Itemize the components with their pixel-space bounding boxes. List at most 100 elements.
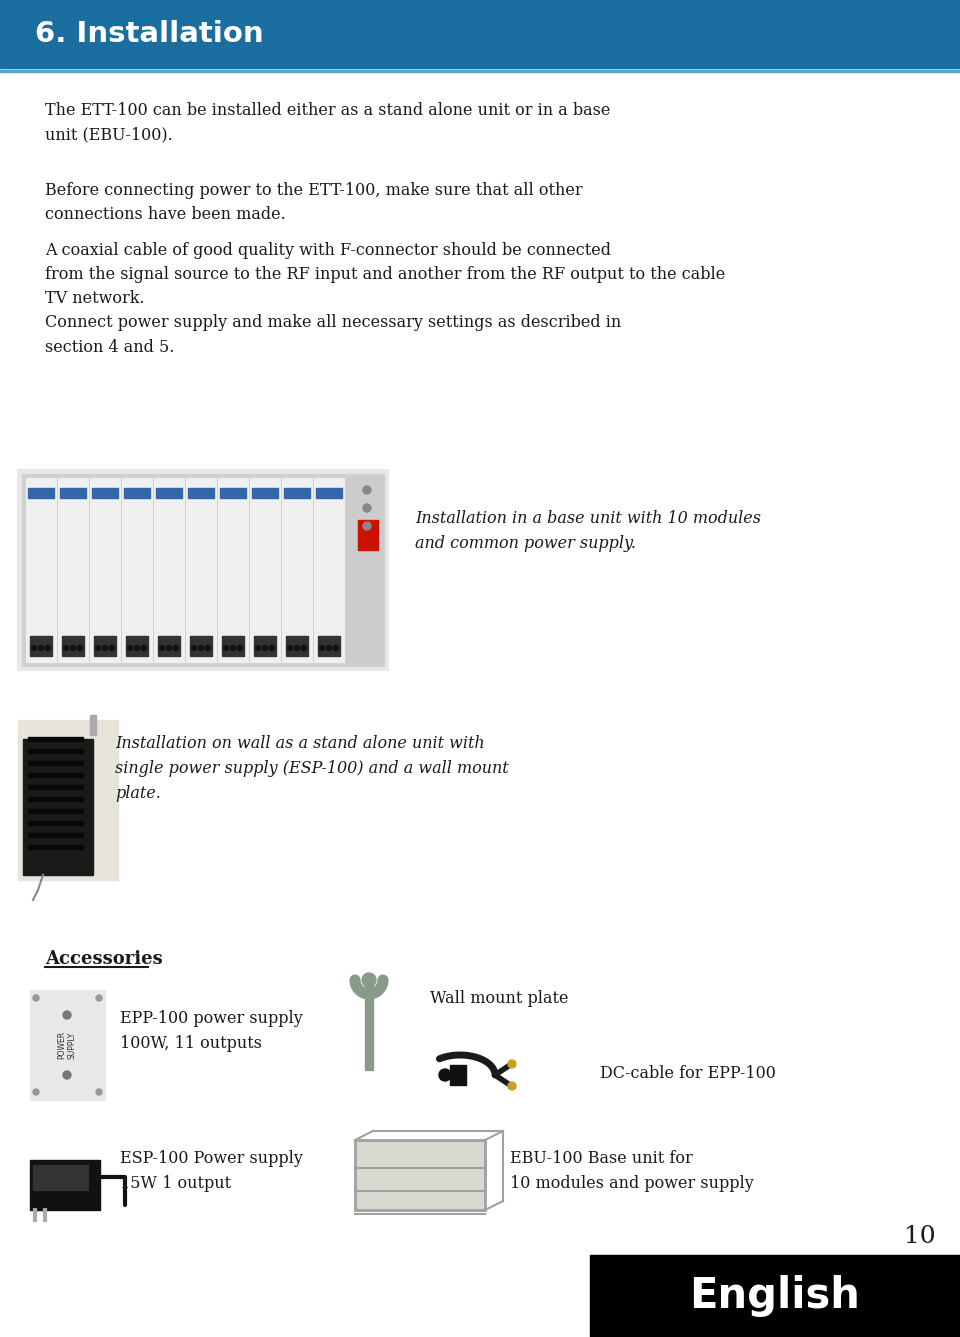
Bar — [60, 488, 86, 497]
Circle shape — [103, 646, 108, 651]
Bar — [186, 479, 216, 662]
Circle shape — [174, 646, 179, 651]
Bar — [282, 479, 312, 662]
Circle shape — [224, 646, 228, 651]
Bar — [222, 636, 244, 656]
Bar — [450, 1066, 466, 1086]
Text: Before connecting power to the ETT-100, make sure that all other
connections hav: Before connecting power to the ETT-100, … — [45, 182, 583, 223]
Bar — [318, 636, 340, 656]
Circle shape — [255, 646, 260, 651]
Bar — [284, 488, 310, 497]
Text: EBU-100 Base unit for
10 modules and power supply: EBU-100 Base unit for 10 modules and pow… — [510, 1150, 754, 1191]
Bar — [218, 479, 248, 662]
Circle shape — [270, 646, 275, 651]
Circle shape — [363, 521, 371, 529]
Bar — [154, 479, 184, 662]
Circle shape — [363, 504, 371, 512]
Bar — [355, 1140, 485, 1210]
Bar — [30, 1161, 100, 1210]
Circle shape — [141, 646, 147, 651]
Bar — [28, 845, 83, 849]
Circle shape — [63, 1011, 71, 1019]
Text: English: English — [689, 1275, 860, 1317]
Circle shape — [70, 646, 76, 651]
Bar — [30, 989, 105, 1100]
Circle shape — [320, 646, 324, 651]
Text: The ETT-100 can be installed either as a stand alone unit or in a base
unit (EBU: The ETT-100 can be installed either as a… — [45, 102, 611, 143]
Bar — [316, 488, 342, 497]
Text: Wall mount plate: Wall mount plate — [430, 989, 568, 1007]
Bar — [220, 488, 246, 497]
Bar — [22, 475, 384, 666]
Bar — [365, 975, 373, 1070]
Circle shape — [333, 646, 339, 651]
Text: DC-cable for EPP-100: DC-cable for EPP-100 — [600, 1066, 776, 1082]
Circle shape — [95, 646, 101, 651]
Text: Accessories: Accessories — [45, 951, 163, 968]
Bar — [346, 479, 384, 662]
Circle shape — [199, 646, 204, 651]
Bar — [0, 0, 960, 68]
Bar — [94, 636, 116, 656]
Bar — [355, 1140, 485, 1210]
Circle shape — [362, 973, 376, 987]
Bar — [590, 1255, 960, 1337]
Circle shape — [63, 1071, 71, 1079]
Text: Installation in a base unit with 10 modules
and common power supply.: Installation in a base unit with 10 modu… — [415, 509, 761, 552]
Text: ESP-100 Power supply
15W 1 output: ESP-100 Power supply 15W 1 output — [120, 1150, 302, 1191]
Bar — [90, 715, 96, 735]
Text: Installation on wall as a stand alone unit with
single power supply (ESP-100) an: Installation on wall as a stand alone un… — [115, 735, 509, 802]
Circle shape — [237, 646, 243, 651]
Bar — [58, 479, 88, 662]
Text: 6. Installation: 6. Installation — [35, 20, 264, 48]
Bar — [190, 636, 212, 656]
Bar — [126, 636, 148, 656]
Circle shape — [63, 646, 68, 651]
Bar — [33, 1165, 88, 1190]
Bar — [28, 761, 83, 765]
Circle shape — [508, 1082, 516, 1090]
Circle shape — [134, 646, 139, 651]
Circle shape — [439, 1070, 451, 1082]
Bar — [28, 833, 83, 837]
Circle shape — [45, 646, 51, 651]
Circle shape — [205, 646, 210, 651]
Bar — [26, 479, 56, 662]
Circle shape — [96, 1090, 102, 1095]
Bar — [92, 488, 118, 497]
Circle shape — [78, 646, 83, 651]
Bar — [18, 471, 388, 670]
Bar — [252, 488, 278, 497]
Bar — [28, 737, 83, 741]
Circle shape — [295, 646, 300, 651]
Circle shape — [128, 646, 132, 651]
Text: EPP-100 power supply
100W, 11 outputs: EPP-100 power supply 100W, 11 outputs — [120, 1009, 302, 1052]
Bar — [314, 479, 344, 662]
Circle shape — [191, 646, 197, 651]
Circle shape — [38, 646, 43, 651]
Bar — [286, 636, 308, 656]
Circle shape — [33, 1090, 39, 1095]
Bar — [28, 488, 54, 497]
Bar — [122, 479, 152, 662]
Bar — [28, 749, 83, 753]
Text: A coaxial cable of good quality with F-connector should be connected
from the si: A coaxial cable of good quality with F-c… — [45, 242, 725, 356]
Circle shape — [230, 646, 235, 651]
Circle shape — [287, 646, 293, 651]
Bar — [158, 636, 180, 656]
Bar — [28, 785, 83, 789]
Circle shape — [262, 646, 268, 651]
Circle shape — [326, 646, 331, 651]
Bar — [30, 636, 52, 656]
Circle shape — [33, 995, 39, 1001]
Bar — [254, 636, 276, 656]
Text: 10: 10 — [904, 1225, 936, 1247]
Bar — [28, 773, 83, 777]
Bar — [28, 797, 83, 801]
Bar — [90, 479, 120, 662]
Bar — [124, 488, 150, 497]
Bar — [358, 520, 378, 550]
Circle shape — [508, 1060, 516, 1068]
Circle shape — [96, 995, 102, 1001]
Bar — [188, 488, 214, 497]
